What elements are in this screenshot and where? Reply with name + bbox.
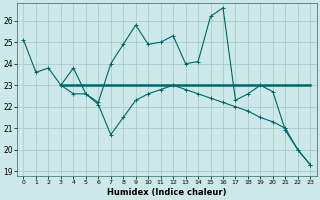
X-axis label: Humidex (Indice chaleur): Humidex (Indice chaleur) <box>107 188 227 197</box>
